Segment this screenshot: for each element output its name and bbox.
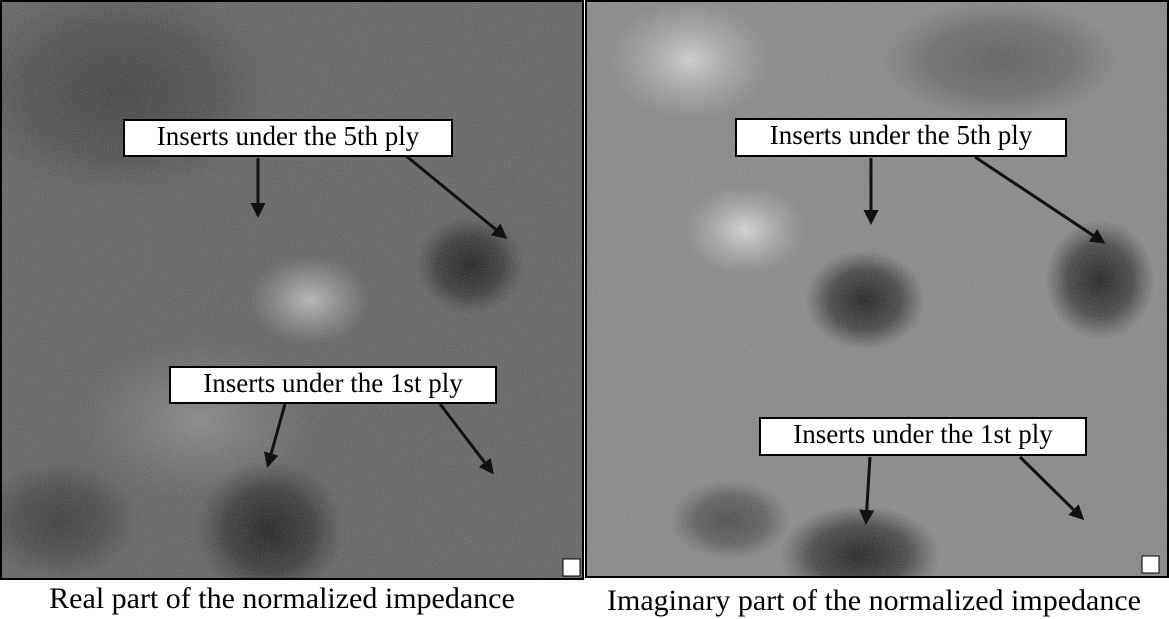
corner-marker bbox=[1142, 556, 1159, 573]
figure: Inserts under the 5th ply Inserts under … bbox=[0, 0, 1169, 619]
corner-marker bbox=[563, 559, 580, 576]
real-part-image bbox=[0, 0, 582, 600]
caption: Real part of the normalized impedance bbox=[49, 582, 515, 615]
caption: Imaginary part of the normalized impedan… bbox=[607, 584, 1141, 617]
annotation: Inserts under the 1st ply bbox=[203, 368, 463, 398]
annotation: Inserts under the 5th ply bbox=[157, 121, 420, 151]
annotation: Inserts under the 5th ply bbox=[770, 120, 1033, 150]
annotation: Inserts under the 1st ply bbox=[793, 419, 1053, 449]
